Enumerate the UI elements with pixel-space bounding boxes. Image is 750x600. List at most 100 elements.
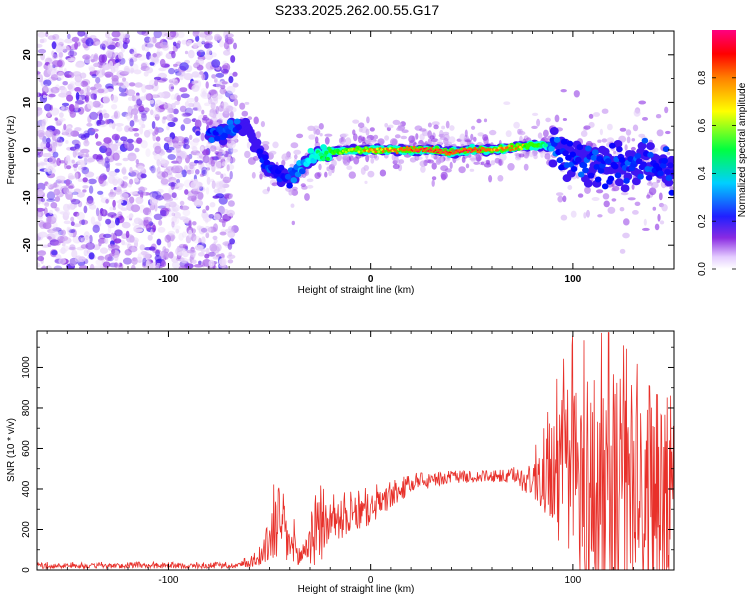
noise-blob — [221, 64, 228, 70]
trace-core-blob — [445, 150, 448, 153]
trace-core-blob — [641, 137, 649, 144]
noise-blob — [91, 73, 97, 79]
noise-blob — [150, 94, 161, 99]
trace-core-blob — [510, 145, 514, 148]
noise-blob — [196, 41, 203, 48]
trace-halo-blob — [364, 180, 368, 184]
noise-blob — [102, 63, 107, 72]
snr-y-tick-label: 200 — [21, 521, 32, 538]
trace-core-blob — [457, 150, 459, 153]
trace-core-blob — [426, 150, 428, 153]
noise-blob — [171, 192, 177, 199]
trace-halo-blob — [560, 214, 568, 221]
trace-core-blob — [575, 156, 582, 163]
trace-halo-blob — [481, 161, 485, 166]
trace-halo-blob — [444, 141, 453, 147]
trace-halo-blob — [390, 138, 398, 146]
noise-blob — [88, 178, 97, 185]
noise-blob — [44, 115, 49, 123]
trace-halo-blob — [562, 195, 567, 203]
trace-core-blob — [420, 148, 423, 150]
noise-blob — [162, 116, 167, 120]
noise-blob — [226, 85, 236, 94]
trace-halo-blob — [464, 139, 472, 143]
noise-blob — [154, 265, 160, 269]
noise-blob — [148, 54, 158, 63]
noise-blob — [67, 204, 77, 209]
noise-blob — [47, 111, 51, 117]
noise-blob — [173, 108, 179, 115]
noise-blob — [133, 132, 140, 137]
trace-halo-blob — [210, 160, 215, 167]
colorbar-label: Normalized spectral amplitude — [737, 82, 748, 217]
noise-blob — [64, 38, 74, 44]
trace-core-blob — [415, 148, 419, 151]
noise-blob — [141, 84, 147, 93]
noise-blob — [222, 150, 226, 155]
trace-core-blob — [364, 146, 368, 149]
trace-halo-blob — [596, 189, 604, 194]
noise-blob — [147, 234, 153, 241]
noise-blob — [189, 134, 193, 140]
trace-halo-blob — [210, 102, 216, 110]
trace-core-blob — [465, 149, 468, 151]
noise-blob — [112, 152, 120, 161]
noise-blob — [46, 215, 52, 225]
trace-core-blob — [381, 150, 385, 153]
trace-core-blob — [615, 178, 624, 187]
noise-blob — [229, 110, 234, 119]
noise-blob — [130, 69, 134, 74]
noise-blob — [143, 129, 151, 138]
trace-core-blob — [455, 149, 458, 151]
noise-blob — [133, 228, 144, 232]
trace-core-blob — [590, 154, 598, 161]
trace-halo-blob — [440, 165, 449, 172]
trace-halo-blob — [308, 134, 316, 140]
noise-blob — [107, 243, 115, 249]
noise-blob — [103, 113, 110, 119]
noise-blob — [159, 250, 168, 259]
noise-blob — [186, 97, 196, 103]
noise-blob — [65, 128, 74, 137]
noise-blob — [109, 222, 116, 228]
noise-blob — [135, 196, 144, 205]
noise-blob — [141, 113, 147, 122]
noise-blob — [137, 54, 147, 61]
noise-blob — [177, 31, 185, 38]
trace-halo-blob — [562, 118, 568, 121]
trace-core-blob — [407, 148, 410, 152]
trace-halo-blob — [659, 220, 665, 225]
noise-blob — [183, 144, 190, 150]
noise-blob — [129, 48, 135, 55]
noise-blob — [57, 71, 65, 81]
trace-core-blob — [421, 150, 424, 153]
noise-blob — [194, 160, 199, 164]
noise-blob — [77, 31, 86, 37]
trace-core-blob — [569, 151, 576, 158]
trace-core-blob — [387, 149, 391, 152]
noise-blob — [204, 102, 211, 107]
noise-blob — [89, 264, 95, 269]
noise-blob — [227, 38, 233, 45]
trace-halo-blob — [583, 125, 591, 130]
noise-blob — [217, 205, 225, 215]
noise-blob — [131, 95, 136, 102]
noise-blob — [70, 221, 75, 226]
noise-blob — [93, 83, 102, 90]
noise-blob — [200, 92, 211, 99]
noise-blob — [170, 86, 174, 90]
noise-blob — [37, 143, 41, 147]
noise-blob — [68, 184, 75, 189]
noise-blob — [115, 186, 122, 193]
trace-halo-blob — [627, 197, 636, 201]
noise-blob — [120, 71, 130, 75]
noise-blob — [116, 200, 124, 204]
trace-halo-blob — [597, 214, 603, 218]
noise-blob — [178, 232, 184, 241]
trace-halo-blob — [314, 136, 319, 144]
noise-blob — [51, 41, 57, 50]
noise-blob — [55, 38, 65, 45]
trace-halo-blob — [342, 156, 349, 161]
trace-halo-blob — [269, 150, 277, 155]
noise-blob — [111, 133, 120, 141]
